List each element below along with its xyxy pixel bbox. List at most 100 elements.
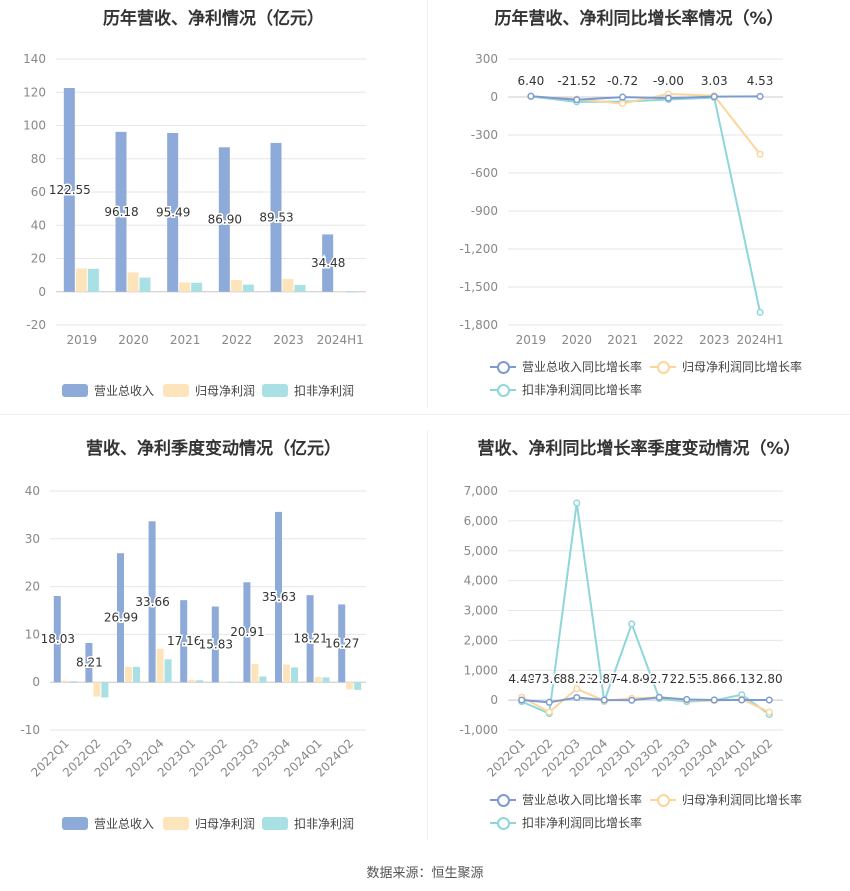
legend-swatch [163, 817, 189, 830]
bar [139, 277, 151, 292]
data-point [756, 92, 764, 100]
chart-title: 历年营收、净利情况（亿元） [103, 9, 324, 29]
y-tick-label: 40 [25, 484, 40, 498]
bar [156, 648, 164, 683]
bar [75, 268, 87, 292]
y-tick-label: 30 [25, 532, 40, 546]
bar [322, 234, 334, 292]
bar [196, 680, 204, 683]
annual-growth-chart: 300 0 -300 -600 -900 -1,200 -1,500 -1,800 2019 20… [459, 52, 783, 347]
series-line [521, 502, 770, 716]
data-label: 18.03 [41, 632, 75, 646]
legend-swatch [262, 817, 288, 830]
legend-item-deducted-growth[interactable]: 扣非净利润同比增长率 [490, 381, 642, 398]
legend-swatch [62, 817, 88, 830]
legend-label: 扣非净利润 [294, 817, 355, 831]
legend-label: 归母净利润 [195, 817, 256, 831]
bar [354, 682, 362, 690]
data-label: -21.52 [557, 74, 596, 88]
bar [127, 272, 139, 292]
data-label: 95.49 [156, 205, 190, 219]
y-tick-label: -10 [20, 723, 40, 737]
data-point [600, 696, 608, 704]
data-label: -4.84 [616, 672, 647, 686]
y-tick-label: 3,000 [464, 604, 498, 618]
data-label: 4.48 [508, 672, 535, 686]
data-point [664, 94, 672, 102]
data-point [738, 696, 746, 704]
y-tick-label: 6,000 [464, 514, 498, 528]
annual-values-panel: 历年营收、净利情况（亿元） 140 120 100 80 60 40 20 0 -20 2019 2… [0, 0, 427, 410]
legend-marker [490, 383, 516, 397]
y-tick-label: 5,000 [464, 544, 498, 558]
series-line [521, 696, 770, 704]
data-point [619, 93, 627, 101]
bar [334, 291, 346, 293]
legend-label: 营业总收入 [94, 384, 155, 398]
chart-title: 营收、净利同比增长率季度变动情况（%） [477, 439, 801, 459]
y-tick-label: 7,000 [464, 484, 498, 498]
chart-legend: 营业总收入 归母净利润 扣非净利润 [0, 815, 427, 833]
bar [322, 677, 330, 683]
y-tick-label: -1,500 [459, 280, 498, 294]
series-line [530, 95, 761, 101]
legend-item-deducted-growth[interactable]: 扣非净利润同比增长率 [490, 814, 642, 831]
chart-title: 历年营收、净利同比增长率情况（%） [494, 9, 784, 29]
legend-item-deducted-profit[interactable]: 扣非净利润 [262, 815, 354, 832]
data-point [573, 96, 581, 104]
data-label: 34.48 [311, 256, 345, 270]
bar [291, 667, 298, 683]
data-point [655, 693, 663, 701]
y-tick-label: -900 [471, 204, 498, 218]
bar [211, 606, 219, 683]
y-tick-label: 140 [23, 52, 46, 66]
legend-item-revenue-growth[interactable]: 营业总收入同比增长率 [490, 791, 642, 808]
y-tick-label: -1,200 [459, 242, 498, 256]
legend-item-net-growth[interactable]: 归母净利润同比增长率 [650, 358, 802, 375]
bar [270, 142, 282, 292]
legend-item-revenue-growth[interactable]: 营业总收入同比增长率 [490, 358, 642, 375]
x-tick-label: 2024H1 [317, 333, 364, 347]
legend-marker [650, 793, 676, 807]
bar [101, 682, 109, 698]
bar [294, 284, 306, 292]
legend-label: 归母净利润 [195, 384, 256, 398]
bar [314, 676, 322, 683]
vertical-divider [427, 430, 428, 840]
y-tick-label: 20 [25, 580, 40, 594]
legend-swatch [262, 384, 288, 397]
legend-swatch [62, 384, 88, 397]
legend-item-deducted-profit[interactable]: 扣非净利润 [262, 382, 354, 399]
chart-legend: 营业总收入同比增长率 归母净利润同比增长率 扣非净利润同比增长率 [428, 358, 850, 402]
x-tick-label: 2021 [607, 333, 638, 347]
legend-item-net-profit[interactable]: 归母净利润 [163, 815, 255, 832]
annual-growth-panel: 历年营收、净利同比增长率情况（%） 300 0 -300 -600 -900 -1,200… [428, 0, 850, 410]
data-label: 3.03 [701, 74, 728, 88]
bar [117, 553, 124, 683]
bar [191, 282, 203, 292]
bar [227, 681, 235, 683]
data-label: 5.86 [701, 672, 728, 686]
y-tick-label: 40 [31, 218, 46, 232]
data-point [765, 708, 773, 716]
data-label: 6.40 [518, 74, 545, 88]
annual-values-chart: 140 120 100 80 60 40 20 0 -20 2019 2020 2021 2022 202… [23, 52, 366, 347]
data-label: -9.00 [653, 74, 684, 88]
series-line [530, 95, 762, 313]
legend-item-net-growth[interactable]: 归母净利润同比增长率 [650, 791, 802, 808]
bar [69, 681, 77, 683]
legend-item-revenue[interactable]: 营业总收入 [62, 815, 154, 832]
y-tick-label: 1,000 [464, 663, 498, 677]
data-source-note: 数据来源：恒生聚源 [366, 866, 484, 881]
data-label: 2.80 [756, 672, 783, 686]
data-point [756, 150, 764, 158]
data-point [518, 696, 526, 704]
data-label: 20.91 [230, 625, 264, 639]
bar [87, 268, 99, 292]
x-tick-label: 2021 [170, 333, 201, 347]
legend-item-revenue[interactable]: 营业总收入 [62, 382, 154, 399]
y-tick-label: 120 [23, 85, 46, 99]
data-label: 88.23 [560, 672, 594, 686]
data-point [710, 93, 718, 101]
legend-item-net-profit[interactable]: 归母净利润 [163, 382, 255, 399]
